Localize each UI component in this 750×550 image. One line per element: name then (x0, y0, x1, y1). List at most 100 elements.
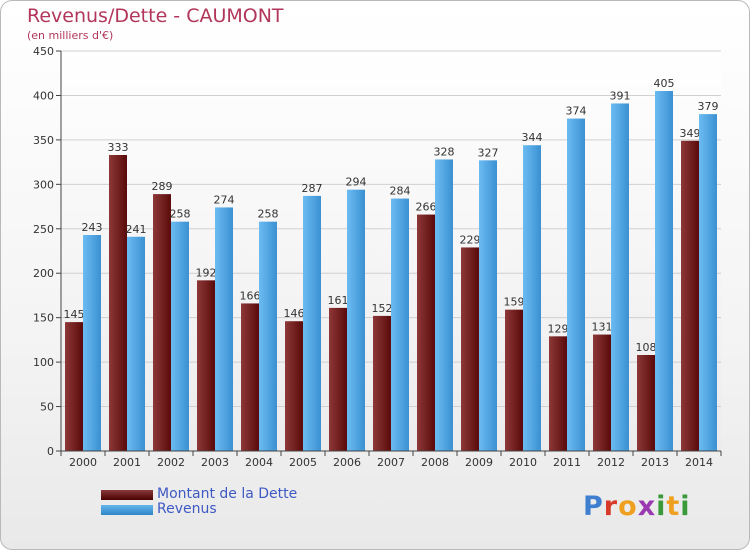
x-tick-label: 2005 (289, 456, 317, 469)
legend-swatch-debt (101, 490, 153, 500)
revenue-value-label: 374 (566, 105, 587, 118)
logo-letter: i (680, 491, 691, 522)
legend-item-debt: Montant de la Dette (101, 487, 401, 502)
revenue-bar (655, 91, 673, 451)
logo-letter: i (656, 491, 667, 522)
y-tick-label: 150 (33, 312, 54, 325)
debt-value-label: 229 (460, 233, 481, 246)
revenue-value-label: 294 (346, 176, 367, 189)
revenue-bar (567, 118, 585, 452)
x-tick-label: 2012 (597, 456, 625, 469)
revenue-bar (215, 207, 233, 451)
logo-letter: r (603, 491, 619, 522)
debt-value-label: 289 (152, 180, 173, 193)
revenue-bar (347, 189, 365, 451)
y-tick-label: 350 (33, 134, 54, 147)
revenue-value-label: 241 (126, 223, 147, 236)
x-tick-label: 2008 (421, 456, 449, 469)
revenue-value-label: 405 (654, 77, 675, 90)
debt-bar (505, 309, 523, 451)
debt-value-label: 146 (284, 307, 305, 320)
y-tick-label: 250 (33, 223, 54, 236)
y-tick-label: 0 (47, 445, 54, 458)
revenue-value-label: 274 (214, 193, 235, 206)
debt-bar (285, 321, 303, 451)
debt-value-label: 192 (196, 266, 217, 279)
logo-letter: t (666, 491, 681, 522)
debt-value-label: 349 (680, 127, 701, 140)
debt-bar (461, 247, 479, 451)
y-tick-label: 300 (33, 178, 54, 191)
x-tick-label: 2001 (113, 456, 141, 469)
debt-value-label: 159 (504, 296, 525, 309)
debt-bar (549, 336, 567, 451)
revenue-value-label: 379 (698, 100, 719, 113)
debt-value-label: 129 (548, 322, 569, 335)
debt-value-label: 266 (416, 201, 437, 214)
debt-bar (241, 303, 259, 451)
chart-subtitle: (en milliers d'€) (27, 29, 114, 42)
debt-bar (417, 214, 435, 451)
x-tick-label: 2011 (553, 456, 581, 469)
y-tick-label: 450 (33, 45, 54, 58)
y-tick-label: 100 (33, 356, 54, 369)
x-tick-label: 2013 (641, 456, 669, 469)
legend-swatch-revenue (101, 505, 153, 515)
x-tick-label: 2007 (377, 456, 405, 469)
debt-bar (65, 322, 83, 451)
revenue-bar (523, 145, 541, 451)
x-tick-label: 2003 (201, 456, 229, 469)
revenue-value-label: 328 (434, 145, 455, 158)
revenue-value-label: 258 (258, 208, 279, 221)
debt-bar (637, 355, 655, 451)
logo-letter: o (618, 491, 638, 522)
revenue-value-label: 391 (610, 89, 631, 102)
debt-bar (681, 140, 699, 451)
revenue-value-label: 243 (82, 221, 103, 234)
debt-bar (593, 334, 611, 451)
revenue-bar (391, 198, 409, 451)
revenue-value-label: 258 (170, 208, 191, 221)
x-tick-label: 2004 (245, 456, 273, 469)
legend-label-debt: Montant de la Dette (157, 486, 298, 502)
debt-value-label: 131 (592, 321, 613, 334)
legend-label-revenue: Revenus (157, 501, 217, 517)
revenue-bar (259, 221, 277, 451)
debt-value-label: 333 (108, 141, 129, 154)
x-tick-label: 2000 (69, 456, 97, 469)
legend: Montant de la Dette Revenus (101, 487, 401, 517)
revenue-bar (699, 114, 717, 451)
debt-bar (109, 155, 127, 451)
x-tick-label: 2009 (465, 456, 493, 469)
x-tick-label: 2006 (333, 456, 361, 469)
y-tick-label: 200 (33, 267, 54, 280)
revenue-value-label: 327 (478, 146, 499, 159)
debt-value-label: 108 (636, 341, 657, 354)
revenue-bar (611, 103, 629, 451)
proxiti-logo: Proxiti (583, 491, 691, 522)
logo-letter: P (583, 491, 604, 522)
x-tick-label: 2002 (157, 456, 185, 469)
revenue-value-label: 287 (302, 182, 323, 195)
revenue-bar (83, 235, 101, 451)
debt-bar (329, 307, 347, 451)
debt-bar (153, 194, 171, 451)
debt-bar (373, 315, 391, 451)
revenue-bar (435, 159, 453, 451)
debt-value-label: 145 (64, 308, 85, 321)
revenue-value-label: 344 (522, 131, 543, 144)
y-tick-label: 400 (33, 89, 54, 102)
revenue-bar (479, 160, 497, 452)
logo-letter: x (637, 491, 657, 522)
x-tick-label: 2010 (509, 456, 537, 469)
legend-item-revenue: Revenus (101, 502, 401, 517)
revenue-value-label: 284 (390, 185, 411, 198)
debt-bar (197, 280, 215, 451)
revenue-bar (171, 221, 189, 451)
debt-value-label: 166 (240, 289, 261, 302)
debt-value-label: 152 (372, 302, 393, 315)
chart-title: Revenus/Dette - CAUMONT (27, 5, 284, 27)
y-tick-label: 50 (40, 401, 54, 414)
